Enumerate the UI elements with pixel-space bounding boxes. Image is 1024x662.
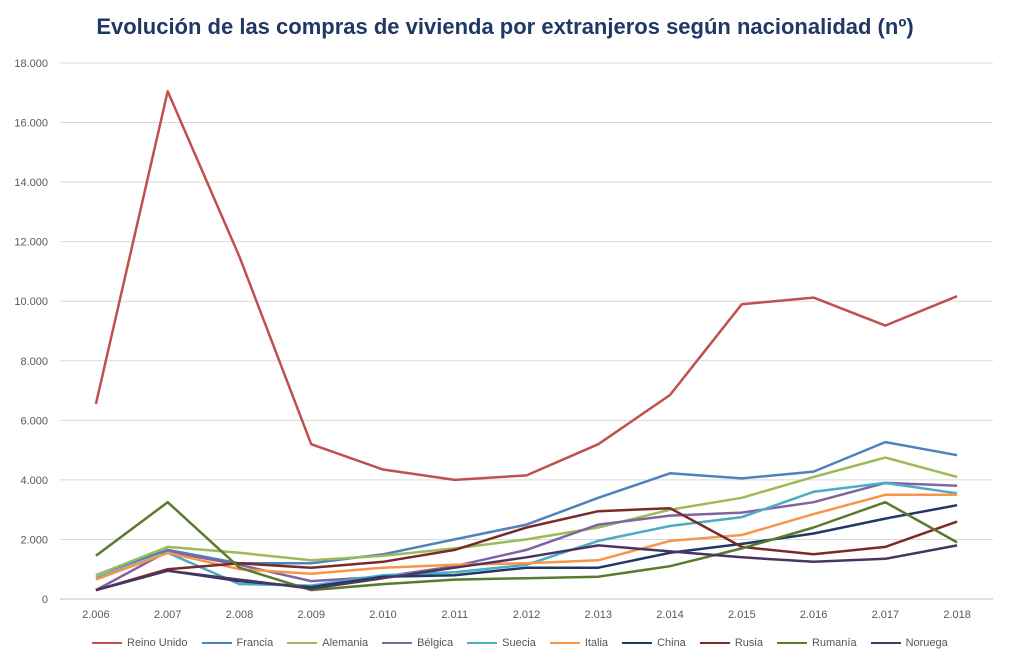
y-tick-label: 16.000	[14, 118, 48, 130]
y-axis-ticks: 0 2.000 4.000 6.000 8.000 10.000 12.000 14.000 1…	[14, 58, 48, 606]
series-line-reino-unido	[94, 90, 958, 482]
x-tick-label: 2.009	[297, 609, 325, 621]
series-lines	[94, 90, 958, 592]
legend: Reino Unido Francia Alemania Bélgica Suecia I…	[92, 633, 992, 653]
legend-swatch	[467, 642, 498, 644]
y-tick-label: 6.000	[20, 415, 48, 427]
x-tick-label: 2.006	[82, 609, 110, 621]
legend-item: Suecia	[467, 637, 536, 649]
chart-title: Evolución de las compras de vivienda por…	[96, 14, 914, 39]
legend-swatch	[870, 642, 901, 644]
legend-label: Reino Unido	[127, 637, 188, 649]
x-tick-label: 2.017	[872, 609, 900, 621]
x-tick-label: 2.012	[513, 609, 541, 621]
legend-swatch	[549, 642, 580, 644]
legend-label: Francia	[236, 637, 274, 649]
legend-swatch	[622, 642, 653, 644]
legend-label: Bélgica	[417, 637, 454, 649]
legend-item: Italia	[549, 637, 609, 649]
legend-item: Rumanía	[776, 637, 857, 649]
x-tick-label: 2.015	[728, 609, 756, 621]
legend-swatch	[201, 642, 232, 644]
y-tick-label: 2.000	[20, 534, 48, 546]
x-tick-label: 2.018	[943, 609, 971, 621]
y-tick-label: 0	[42, 594, 48, 606]
series-line-alemania	[95, 456, 958, 577]
legend-label: China	[657, 637, 686, 649]
series-line-italia	[95, 493, 958, 581]
x-tick-label: 2.011	[441, 609, 468, 621]
series-line-china	[95, 503, 958, 592]
y-tick-label: 12.000	[14, 237, 48, 249]
x-axis-ticks: 2.006 2.007 2.008 2.009 2.010 2.011 2.012 2.013…	[82, 609, 971, 621]
series-line-rumanía	[95, 500, 958, 592]
legend-label: Noruega	[905, 637, 948, 649]
series-line-suecia	[95, 481, 958, 587]
legend-item: Bélgica	[382, 637, 453, 649]
legend-item: China	[622, 637, 686, 649]
legend-swatch	[699, 642, 730, 644]
x-tick-label: 2.007	[154, 609, 182, 621]
legend-item: Reino Unido	[92, 637, 188, 649]
y-tick-label: 10.000	[14, 296, 48, 308]
legend-item: Francia	[201, 637, 274, 649]
legend-item: Alemania	[287, 637, 368, 649]
series-line-rusia	[95, 506, 958, 592]
x-tick-label: 2.008	[226, 609, 254, 621]
series-line-noruega	[95, 544, 958, 592]
y-tick-label: 18.000	[14, 58, 48, 70]
legend-label: Alemania	[322, 637, 369, 649]
x-tick-label: 2.013	[585, 609, 613, 621]
legend-label: Rusia	[734, 637, 763, 649]
legend-label: Suecia	[502, 637, 536, 649]
legend-label: Italia	[584, 637, 609, 649]
x-tick-label: 2.014	[656, 609, 684, 621]
gridlines	[60, 62, 993, 600]
y-tick-label: 14.000	[14, 177, 48, 189]
legend-swatch	[382, 642, 413, 644]
x-tick-label: 2.010	[369, 609, 397, 621]
y-tick-label: 4.000	[20, 475, 48, 487]
legend-item: Noruega	[870, 637, 948, 649]
legend-item: Rusia	[699, 637, 763, 649]
legend-swatch	[776, 642, 807, 644]
x-tick-label: 2.016	[800, 609, 828, 621]
y-tick-label: 8.000	[20, 356, 48, 368]
legend-swatch	[287, 642, 318, 644]
series-line-bélgica	[95, 481, 958, 592]
legend-swatch	[92, 642, 122, 644]
legend-label: Rumanía	[811, 637, 857, 649]
